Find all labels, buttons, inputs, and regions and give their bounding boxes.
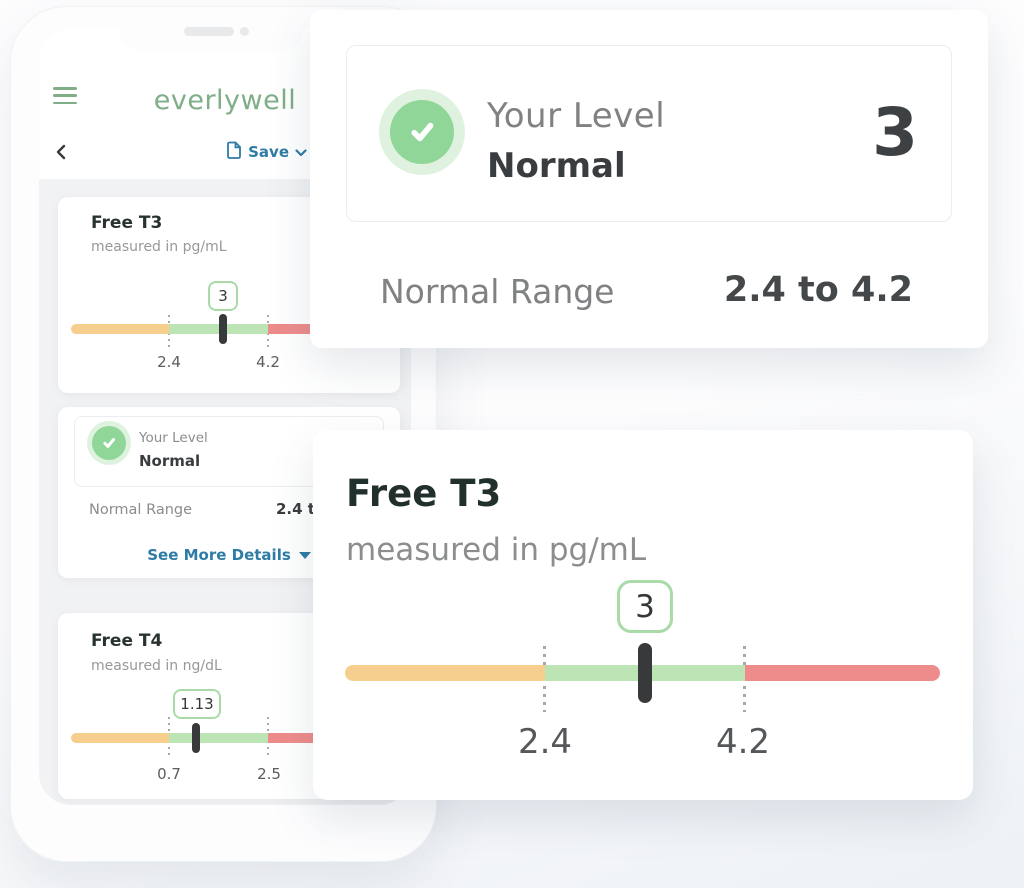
range-low-label: 2.4 [517,722,573,762]
free-t3-callout-card: Free T3 measured in pg/mL 3 2.4 4.2 [313,430,973,800]
menu-icon[interactable] [53,87,77,104]
biomarker-title: Free T3 [91,213,163,233]
range-low-label: 0.7 [157,765,181,783]
result-score: 3 [872,94,918,171]
normal-range-label: Normal Range [380,272,615,311]
result-marker [192,723,200,753]
biomarker-unit: measured in pg/mL [91,239,227,255]
checkmark-icon [92,426,126,460]
document-icon [227,141,242,163]
phone-notch [119,7,303,51]
range-high-label: 4.2 [256,353,280,371]
save-button-label: Save [248,143,289,161]
back-chevron-icon[interactable] [53,143,71,161]
normal-range-segment [169,324,268,334]
high-range-segment [745,665,940,681]
camera-dot [240,27,249,36]
normal-range-segment [169,733,268,743]
level-label: Your Level [139,430,208,446]
app-logo: everlywell [153,85,297,116]
level-value: Normal [139,452,201,470]
chevron-down-icon [295,143,307,161]
range-low-label: 2.4 [157,353,181,371]
range-high-label: 2.5 [257,765,281,783]
checkmark-icon [390,100,454,164]
range-high-label: 4.2 [715,722,771,762]
result-marker [638,643,652,703]
level-summary-box [346,45,952,222]
result-marker [219,314,227,344]
normal-range-label: Normal Range [89,502,193,518]
level-label: Your Level [487,96,666,136]
speaker-grill [184,27,234,36]
level-callout-card: Your Level Normal 3 Normal Range 2.4 to … [310,10,988,348]
low-range-segment [345,665,545,681]
level-value: Normal [487,146,626,186]
low-range-segment [71,733,169,743]
result-value-badge: 3 [208,281,238,311]
see-more-details-label: See More Details [147,546,291,564]
biomarker-unit: measured in ng/dL [91,658,222,674]
biomarker-title: Free T3 [346,472,502,515]
biomarker-title: Free T4 [91,631,163,651]
result-value-badge: 3 [617,580,673,633]
chevron-down-icon [298,551,311,559]
save-button[interactable]: Save [227,141,307,163]
normal-range-value: 2.4 to 4.2 [723,270,913,310]
see-more-details-link[interactable]: See More Details [58,546,400,564]
low-range-segment [71,324,169,334]
biomarker-unit: measured in pg/mL [346,532,647,568]
result-value-badge: 1.13 [173,689,221,719]
